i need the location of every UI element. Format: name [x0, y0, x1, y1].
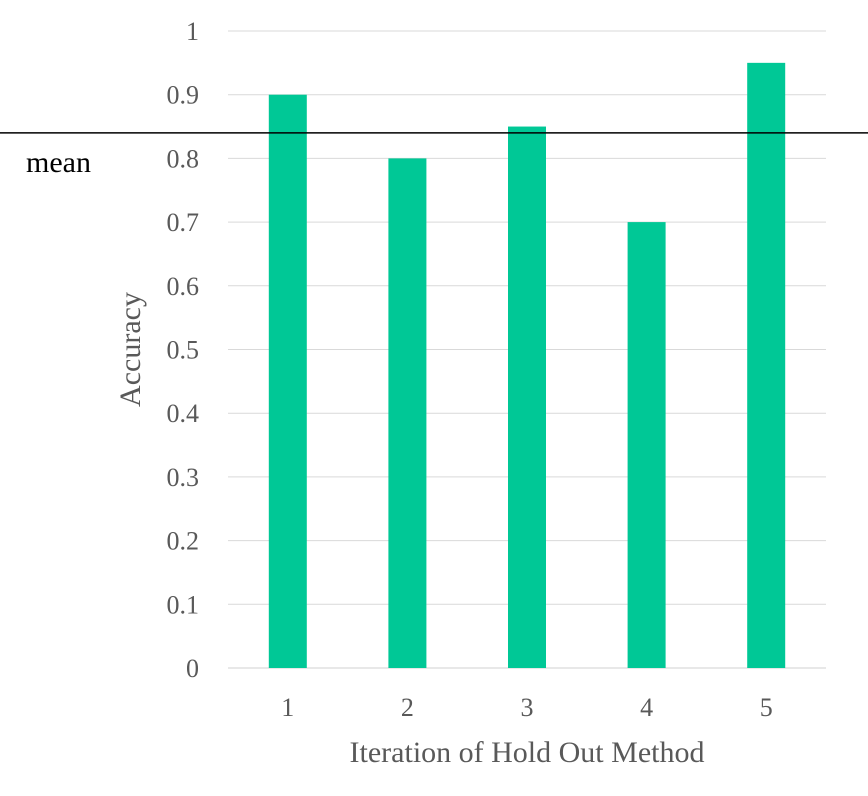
- y-tick-label: 0.6: [167, 272, 200, 301]
- bar-4: [627, 222, 666, 668]
- y-tick-label: 0.4: [167, 399, 200, 428]
- x-tick-label: 2: [401, 693, 414, 722]
- bar-3: [508, 126, 546, 669]
- y-tick-label: 0.7: [167, 208, 200, 237]
- y-tick-labels: 0 0.1 0.2 0.3 0.4 0.5 0.6 0.7 0.8 0.9 1: [167, 17, 200, 683]
- y-tick-label: 0.2: [167, 527, 200, 556]
- y-tick-label: 0.8: [167, 144, 200, 173]
- x-tick-label: 5: [760, 693, 773, 722]
- x-tick-label: 3: [521, 693, 534, 722]
- y-axis-title: Accuracy: [114, 292, 147, 407]
- bar-2: [388, 158, 427, 668]
- x-tick-label: 4: [640, 693, 653, 722]
- bar-1: [268, 94, 307, 668]
- y-tick-label: 0.3: [167, 463, 200, 492]
- y-tick-label: 1: [186, 17, 199, 46]
- x-axis-title: Iteration of Hold Out Method: [350, 736, 705, 769]
- bars: [268, 62, 786, 669]
- x-tick-label: 1: [281, 693, 294, 722]
- mean-label: mean: [26, 146, 91, 179]
- y-tick-label: 0: [186, 654, 199, 683]
- y-tick-label: 0.1: [167, 590, 200, 619]
- y-tick-label: 0.5: [167, 336, 200, 365]
- x-tick-labels: 1 2 3 4 5: [281, 693, 772, 722]
- y-tick-label: 0.9: [167, 81, 200, 110]
- bar-5: [747, 62, 786, 669]
